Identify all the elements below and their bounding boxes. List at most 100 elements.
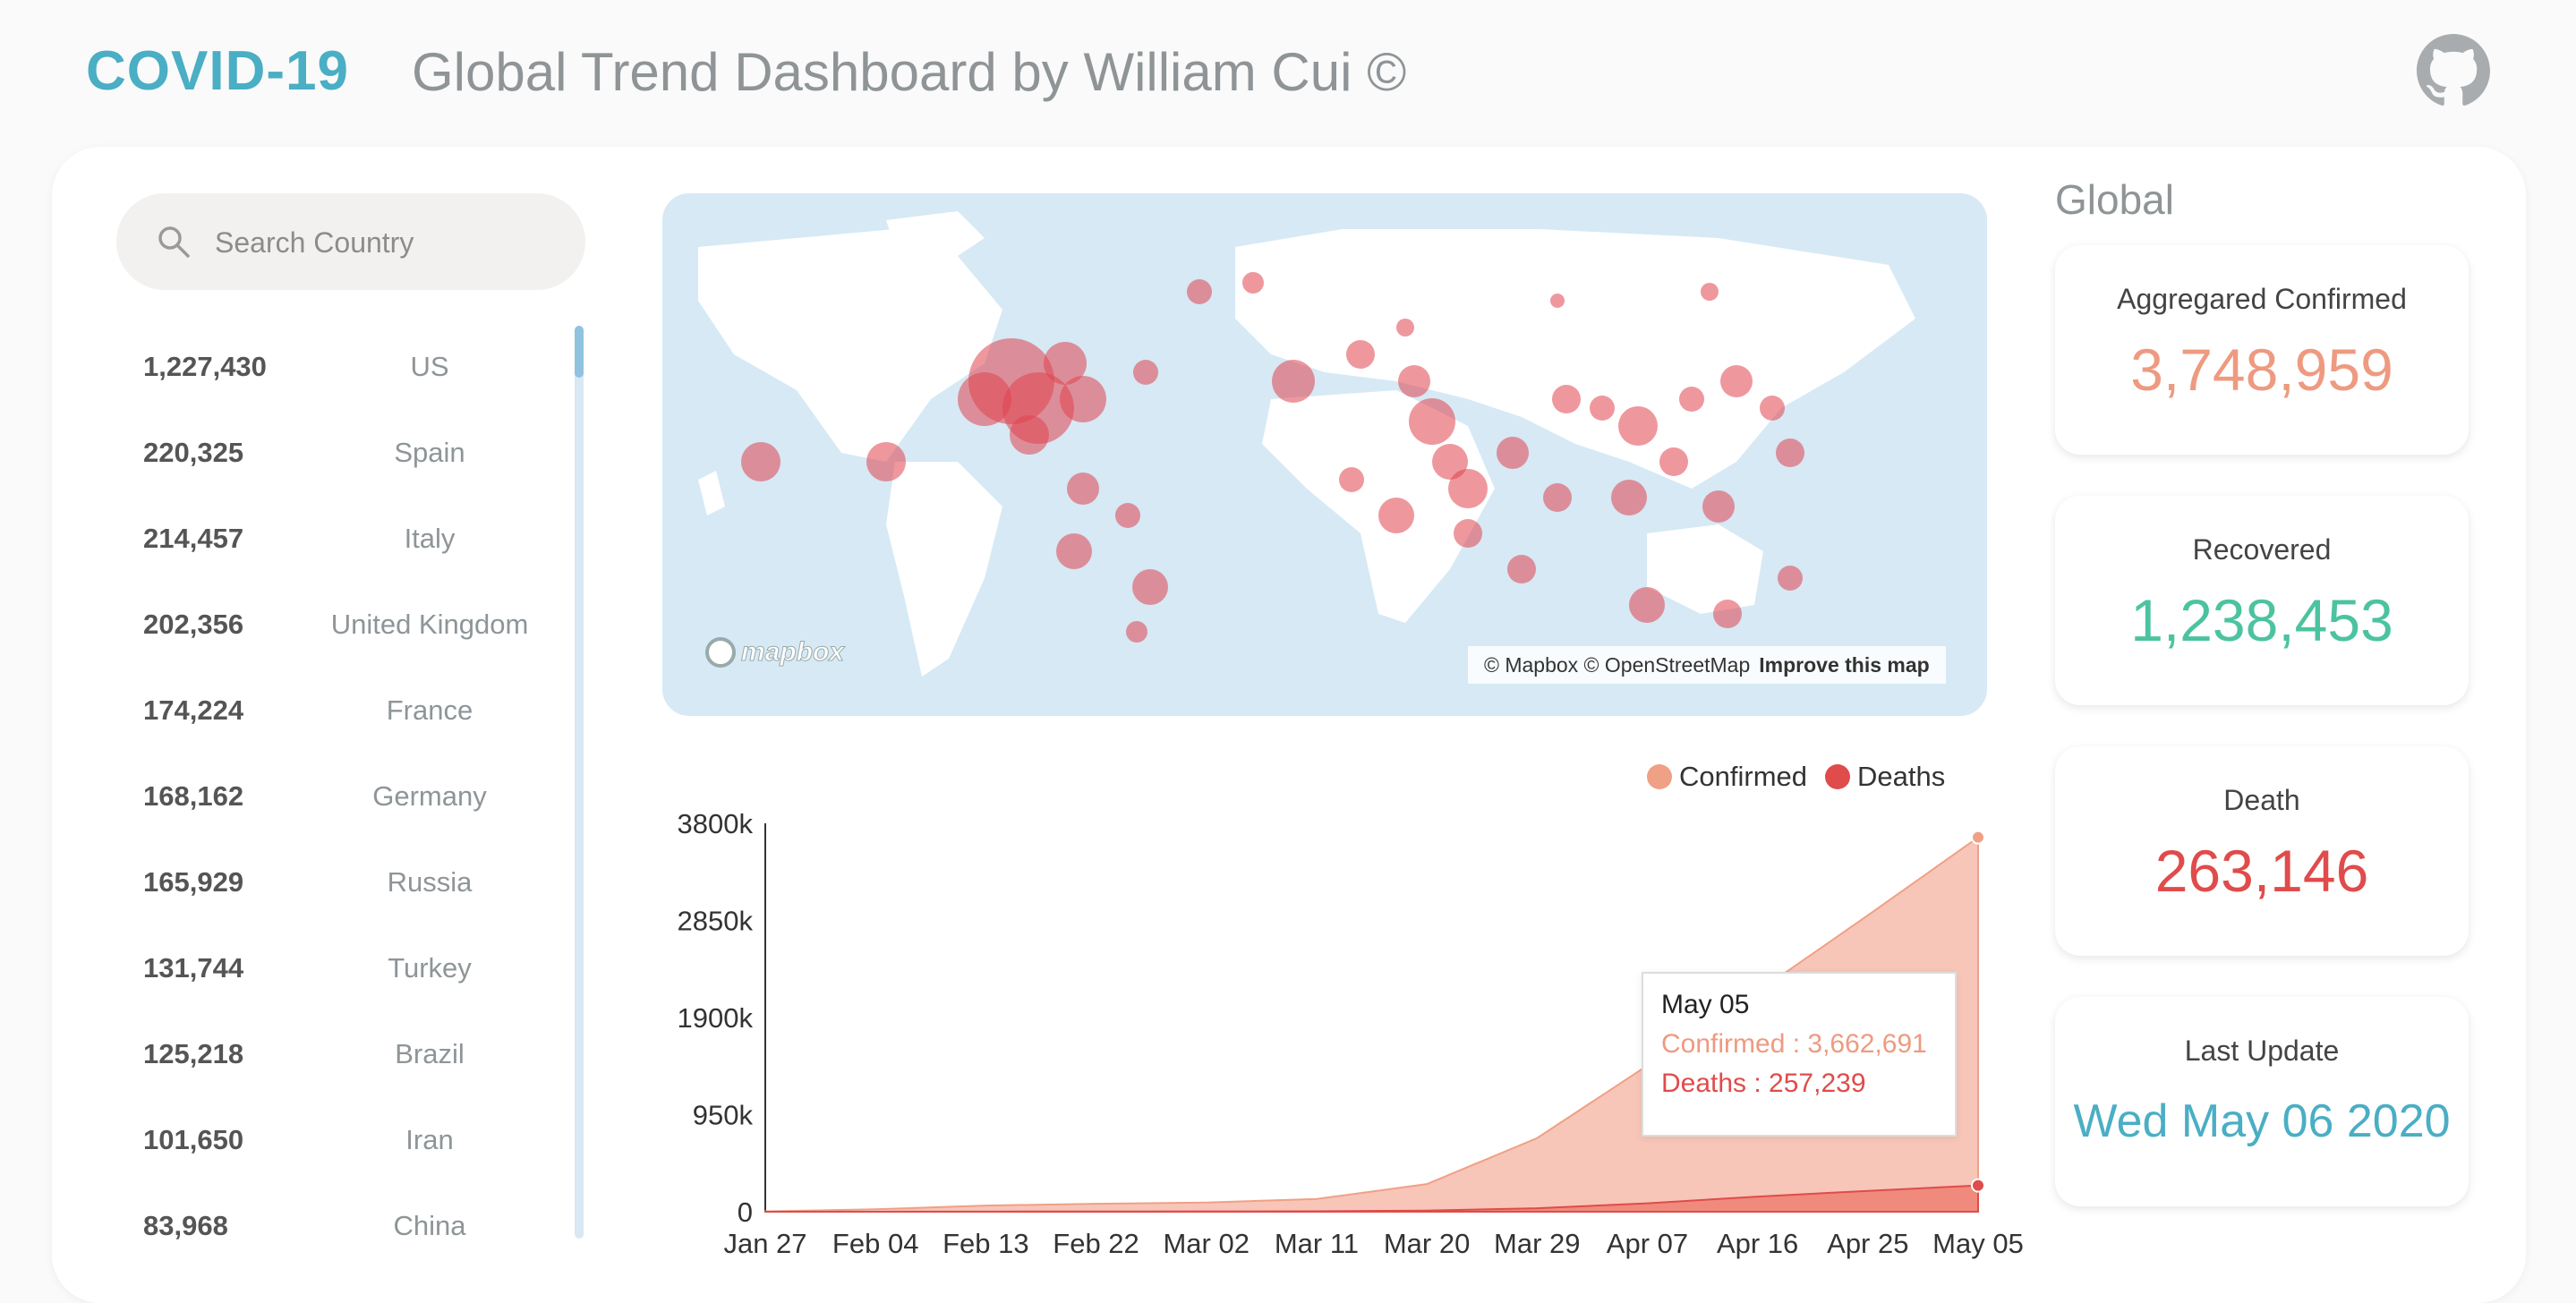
confirmed-value: 3,748,959 bbox=[2130, 336, 2393, 403]
page-subtitle: Global Trend Dashboard by William Cui © bbox=[412, 42, 1407, 102]
case-bubble[interactable] bbox=[1659, 447, 1688, 476]
y-tick-label: 2850k bbox=[678, 906, 754, 937]
case-bubble[interactable] bbox=[1497, 437, 1529, 469]
case-bubble[interactable] bbox=[1060, 376, 1106, 422]
case-bubble[interactable] bbox=[1507, 555, 1536, 583]
attribution-text[interactable]: © Mapbox © OpenStreetMap bbox=[1484, 652, 1751, 677]
case-bubble[interactable] bbox=[1378, 498, 1414, 533]
country-cases: 202,356 bbox=[143, 609, 244, 640]
case-bubble[interactable] bbox=[1010, 415, 1049, 455]
case-bubble[interactable] bbox=[1454, 519, 1482, 548]
x-tick-label: Apr 07 bbox=[1607, 1228, 1688, 1259]
x-tick-label: Feb 22 bbox=[1053, 1228, 1139, 1259]
case-bubble[interactable] bbox=[958, 372, 1011, 426]
legend-swatch-confirmed bbox=[1647, 764, 1672, 789]
case-bubble[interactable] bbox=[1778, 566, 1803, 591]
mapbox-logo-text: mapbox bbox=[740, 637, 845, 668]
case-bubble[interactable] bbox=[1448, 469, 1488, 508]
country-row[interactable]: 220,325 Spain bbox=[143, 410, 564, 496]
world-map[interactable]: mapbox © Mapbox © OpenStreetMap Improve … bbox=[662, 193, 1987, 716]
country-cases: 101,650 bbox=[143, 1124, 244, 1155]
x-tick-label: Jan 27 bbox=[723, 1228, 806, 1259]
case-bubble[interactable] bbox=[1629, 587, 1665, 623]
search-input[interactable] bbox=[213, 215, 566, 270]
case-bubble[interactable] bbox=[1618, 406, 1658, 446]
country-row[interactable]: 165,929 Russia bbox=[143, 839, 564, 925]
legend-item-deaths[interactable]: Deaths bbox=[1825, 761, 1945, 793]
x-tick-label: Mar 11 bbox=[1275, 1228, 1359, 1259]
case-bubble[interactable] bbox=[1396, 319, 1414, 336]
country-row[interactable]: 214,457 Italy bbox=[143, 496, 564, 582]
global-heading: Global bbox=[2055, 176, 2174, 223]
legend-item-confirmed[interactable]: Confirmed bbox=[1647, 761, 1807, 793]
case-bubble[interactable] bbox=[1398, 365, 1430, 397]
scrollbar-thumb[interactable] bbox=[575, 326, 584, 378]
case-bubble[interactable] bbox=[1132, 569, 1168, 605]
chart-legend: Confirmed Deaths bbox=[1647, 761, 1945, 793]
x-tick-label: May 05 bbox=[1932, 1228, 2023, 1259]
map-canvas[interactable] bbox=[662, 193, 1987, 716]
case-bubble[interactable] bbox=[1720, 365, 1753, 397]
case-bubble[interactable] bbox=[1713, 600, 1742, 628]
case-bubble[interactable] bbox=[1133, 360, 1158, 385]
improve-map-link[interactable]: Improve this map bbox=[1759, 652, 1930, 677]
last-update-label: Last Update bbox=[2184, 1035, 2340, 1067]
death-value: 263,146 bbox=[2154, 838, 2369, 904]
case-bubble[interactable] bbox=[1552, 385, 1581, 413]
case-bubble[interactable] bbox=[1611, 480, 1647, 515]
case-bubble[interactable] bbox=[1550, 294, 1565, 308]
chart-tooltip: May 05 Confirmed : 3,662,691 Deaths : 25… bbox=[1642, 972, 1957, 1137]
tooltip-confirmed: Confirmed : 3,662,691 bbox=[1661, 1029, 1927, 1059]
series-end-point-deaths[interactable] bbox=[1971, 1178, 1985, 1193]
case-bubble[interactable] bbox=[1701, 283, 1719, 301]
case-bubble[interactable] bbox=[1044, 342, 1087, 385]
case-bubble[interactable] bbox=[1056, 533, 1092, 569]
y-tick-label: 3800k bbox=[678, 808, 754, 839]
github-icon[interactable] bbox=[2417, 34, 2490, 107]
mapbox-logo[interactable]: mapbox bbox=[705, 637, 845, 668]
case-bubble[interactable] bbox=[1067, 473, 1099, 505]
case-bubble[interactable] bbox=[1187, 279, 1212, 304]
country-row[interactable]: 131,744 Turkey bbox=[143, 925, 564, 1011]
case-bubble[interactable] bbox=[1543, 483, 1572, 512]
country-list-scrollbar[interactable] bbox=[575, 326, 584, 1239]
case-bubble[interactable] bbox=[1702, 490, 1735, 523]
recovered-card: Recovered 1,238,453 bbox=[2055, 496, 2469, 705]
country-name: Brazil bbox=[395, 1038, 465, 1069]
case-bubble[interactable] bbox=[1115, 503, 1140, 528]
case-bubble[interactable] bbox=[1432, 444, 1468, 480]
legend-swatch-deaths bbox=[1825, 764, 1850, 789]
country-name: China bbox=[393, 1210, 466, 1240]
country-row[interactable]: 202,356 United Kingdom bbox=[143, 582, 564, 668]
case-bubble[interactable] bbox=[866, 442, 906, 481]
country-row[interactable]: 83,968 China bbox=[143, 1183, 564, 1240]
case-bubble[interactable] bbox=[1590, 396, 1615, 421]
country-name: Germany bbox=[372, 780, 487, 812]
case-bubble[interactable] bbox=[1679, 387, 1704, 412]
death-card: Death 263,146 bbox=[2055, 746, 2469, 956]
series-area-deaths[interactable] bbox=[764, 1184, 1979, 1213]
search-box[interactable] bbox=[116, 193, 585, 290]
country-row[interactable]: 125,218 Brazil bbox=[143, 1011, 564, 1097]
case-bubble[interactable] bbox=[1409, 398, 1455, 445]
case-bubble[interactable] bbox=[1776, 439, 1804, 467]
confirmed-card: Aggregared Confirmed 3,748,959 bbox=[2055, 245, 2469, 455]
case-bubble[interactable] bbox=[1272, 360, 1315, 403]
death-label: Death bbox=[2223, 784, 2300, 816]
country-row[interactable]: 168,162 Germany bbox=[143, 754, 564, 839]
country-row[interactable]: 1,227,430 US bbox=[143, 324, 564, 410]
country-row[interactable]: 174,224 France bbox=[143, 668, 564, 754]
case-bubble[interactable] bbox=[1760, 396, 1785, 421]
case-bubble[interactable] bbox=[741, 442, 780, 481]
case-bubble[interactable] bbox=[1242, 272, 1264, 294]
mapbox-logo-icon bbox=[705, 637, 736, 668]
series-end-point-confirmed[interactable] bbox=[1971, 830, 1985, 845]
country-row[interactable]: 101,650 Iran bbox=[143, 1097, 564, 1183]
case-bubble[interactable] bbox=[1346, 340, 1375, 369]
country-cases: 220,325 bbox=[143, 437, 244, 468]
y-tick-label: 0 bbox=[738, 1197, 753, 1228]
case-bubble[interactable] bbox=[1126, 621, 1147, 643]
country-cases: 125,218 bbox=[143, 1038, 244, 1069]
country-name: Italy bbox=[404, 523, 456, 554]
case-bubble[interactable] bbox=[1339, 467, 1364, 492]
